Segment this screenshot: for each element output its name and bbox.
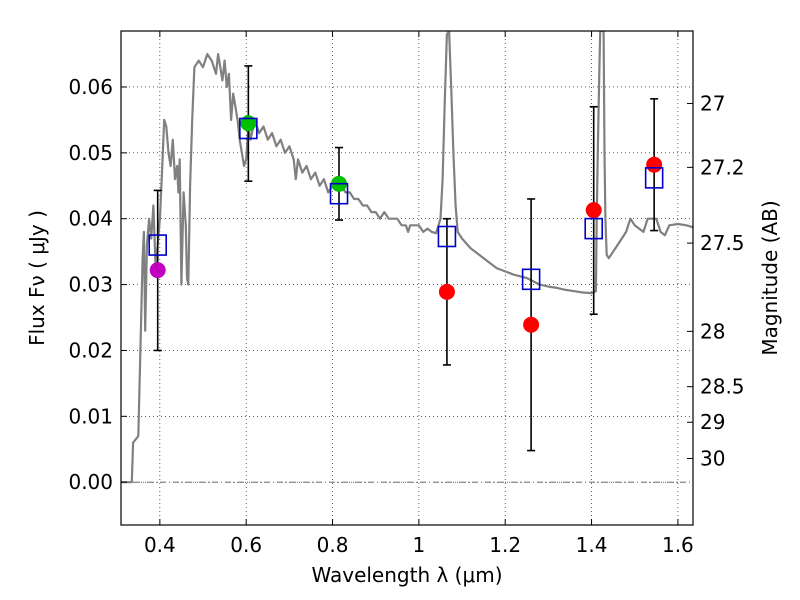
x-tick-label-3: 1: [413, 533, 426, 557]
uv-data-point-0: [149, 262, 166, 279]
model-box-6: [644, 167, 664, 189]
x-axis-title: Wavelength λ (μm): [311, 563, 502, 587]
y-tick-label-6: 0.06: [68, 75, 113, 99]
model-photometry-boxes: [148, 117, 664, 291]
right-tick-label-2: 27.5: [700, 231, 745, 255]
right-tick-label-1: 27.2: [700, 155, 745, 179]
x-tick-label-0: 0.4: [144, 533, 176, 557]
x-axis-ticks: 0.4 0.6 0.8 1 1.2 1.4 1.6: [144, 31, 694, 557]
x-tick-label-2: 0.8: [317, 533, 349, 557]
nir-data-point-0: [438, 283, 455, 300]
y-tick-label-2: 0.02: [68, 338, 113, 362]
x-tick-label-6: 1.6: [662, 533, 694, 557]
right-tick-label-6: 30: [700, 446, 725, 470]
nir-data-point-2: [585, 202, 602, 219]
y-tick-label-1: 0.01: [68, 404, 113, 428]
y-axis-title: Flux Fν ( μJy ): [25, 210, 49, 346]
right-tick-label-3: 28: [700, 319, 725, 343]
y-tick-label-0: 0.00: [68, 470, 113, 494]
optical-data-point-0: [240, 115, 257, 132]
x-tick-label-4: 1.2: [489, 533, 521, 557]
model-box-3: [437, 225, 457, 248]
nir-data-point-3: [646, 156, 663, 173]
right-tick-label-4: 28.5: [700, 375, 745, 399]
right-tick-label-5: 29: [700, 410, 725, 434]
y-tick-label-4: 0.04: [68, 207, 113, 231]
right-axis-title: Magnitude (AB): [758, 200, 782, 355]
y-tick-label-5: 0.05: [68, 141, 113, 165]
data-points: [149, 115, 663, 333]
x-tick-label-5: 1.4: [576, 533, 608, 557]
model-box-1: [239, 117, 258, 140]
model-box-2: [329, 182, 349, 205]
right-axis-ticks: 27 27.2 27.5 28 28.5 29 30: [687, 91, 745, 470]
model-box-4: [521, 268, 541, 291]
x-tick-label-1: 0.6: [230, 533, 262, 557]
right-tick-label-0: 27: [700, 91, 725, 115]
y-tick-label-3: 0.03: [68, 273, 113, 297]
model-box-5: [584, 217, 604, 240]
nir-data-point-1: [523, 316, 540, 333]
plot-frame: [120, 30, 694, 526]
model-box-0: [148, 234, 167, 256]
y-axis-ticks: 0.00 0.01 0.02 0.03 0.04 0.05 0.06: [68, 75, 127, 494]
